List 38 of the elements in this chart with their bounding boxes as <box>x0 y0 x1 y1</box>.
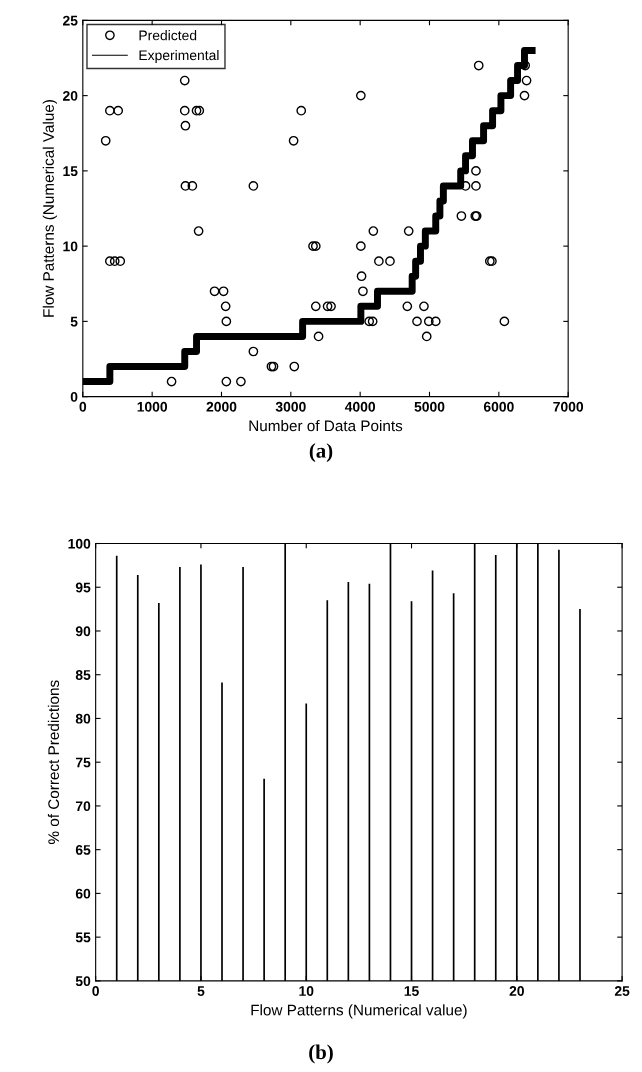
y-tick-label: 95 <box>75 582 91 593</box>
y-tick-label: 50 <box>75 976 91 987</box>
y-axis-title: % of Correct Predictions <box>47 680 60 844</box>
y-tick-label: 5 <box>70 316 78 327</box>
x-tick-label: 4000 <box>344 401 376 412</box>
y-tick-label: 85 <box>75 670 91 680</box>
y-tick-label: 15 <box>63 166 78 177</box>
text: (b) <box>309 1044 333 1064</box>
text: (a) <box>309 443 333 463</box>
y-tick-label: 20 <box>62 90 78 101</box>
x-tick-label: 15 <box>404 986 419 996</box>
y-tick-label: 90 <box>75 626 91 637</box>
x-tick-label: 10 <box>299 986 314 996</box>
y-tick-label: 0 <box>70 391 78 402</box>
x-tick-label: 5 <box>197 986 205 996</box>
x-tick-label: 5000 <box>414 401 445 412</box>
legend-label: Experimental <box>139 49 219 63</box>
y-tick-label: 80 <box>75 713 91 724</box>
y-axis-title: Flow Patterns (Numerical Value) <box>42 100 57 317</box>
y-tick-label: 100 <box>68 538 91 549</box>
y-tick-label: 10 <box>63 241 78 252</box>
x-axis-title: Number of Data Points <box>249 420 403 432</box>
x-tick-label: 2000 <box>206 401 237 412</box>
x-tick-label: 1000 <box>137 401 168 412</box>
y-tick-label: 65 <box>75 845 91 855</box>
x-tick-label: 7000 <box>553 401 584 412</box>
x-tick-label: 20 <box>509 986 524 996</box>
x-tick-label: 25 <box>614 986 630 996</box>
y-tick-label: 75 <box>75 757 91 768</box>
legend-label: Predicted <box>139 30 197 41</box>
y-tick-label: 55 <box>75 932 91 943</box>
y-tick-label: 70 <box>75 801 91 812</box>
y-tick-label: 25 <box>62 15 78 26</box>
x-tick-label: 6000 <box>483 401 514 412</box>
x-axis-title: Flow Patterns (Numerical value) <box>251 1004 467 1019</box>
y-tick-label: 60 <box>75 888 91 899</box>
x-tick-label: 0 <box>92 986 99 996</box>
x-tick-label: 3000 <box>275 401 306 412</box>
